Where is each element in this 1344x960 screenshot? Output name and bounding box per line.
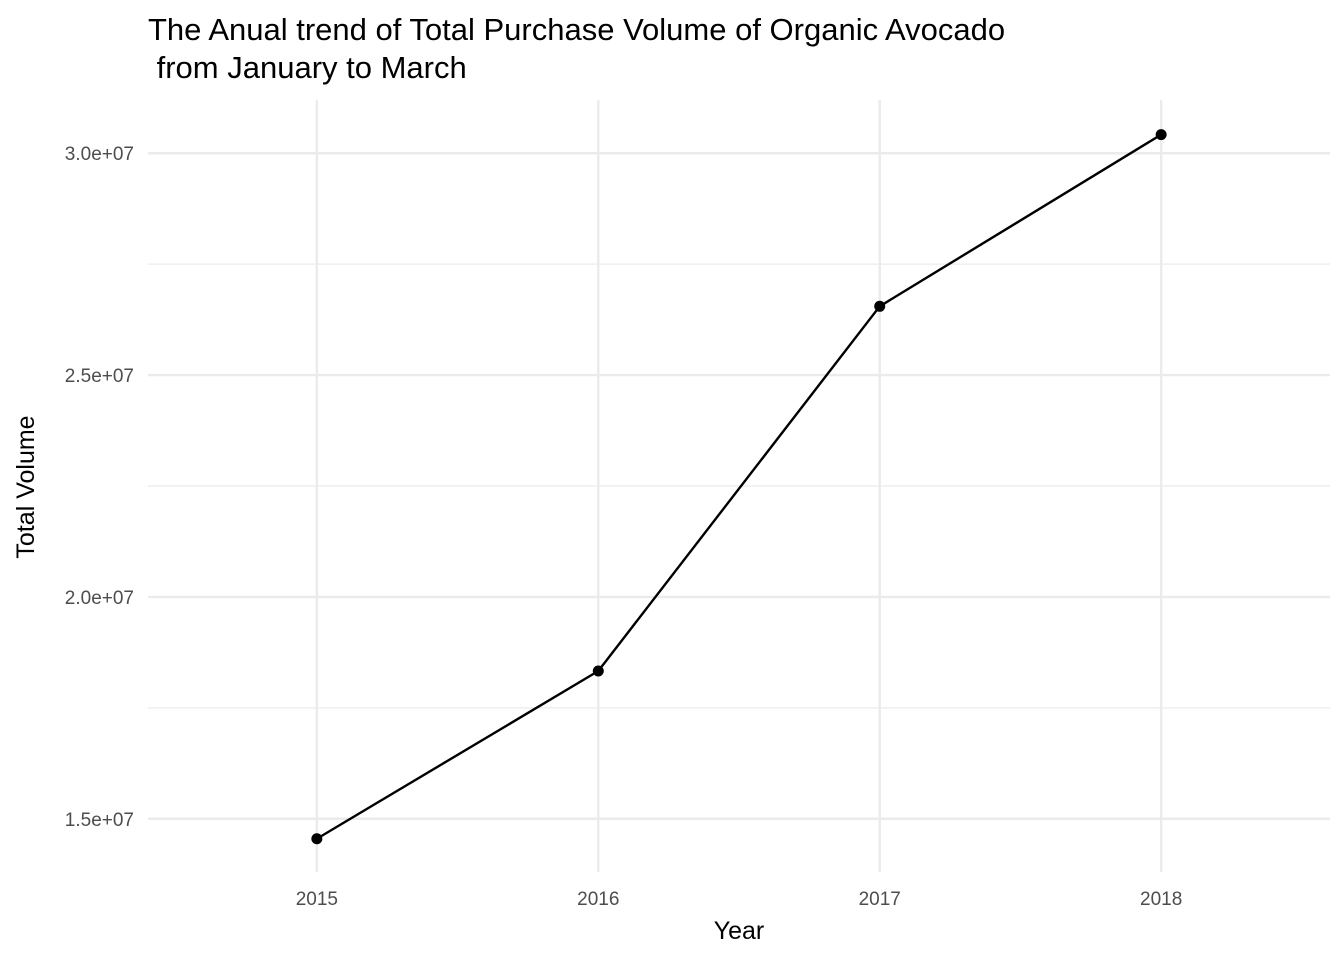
- y-tick-label: 1.5e+07: [65, 810, 134, 831]
- grid-lines: [148, 100, 1330, 872]
- data-point: [874, 300, 886, 312]
- data-point: [311, 833, 323, 845]
- x-tick-label: 2017: [859, 889, 901, 910]
- x-tick-label: 2018: [1140, 889, 1182, 910]
- y-tick-label: 2.5e+07: [65, 366, 134, 387]
- series-line: [316, 133, 1162, 840]
- x-tick-label: 2016: [577, 889, 619, 910]
- data-point: [592, 665, 604, 677]
- chart-title-line-2: from January to March: [148, 50, 467, 85]
- y-axis-title: Total Volume: [12, 415, 40, 558]
- x-axis-title: Year: [714, 917, 765, 945]
- x-tick-label: 2015: [296, 889, 338, 910]
- chart-title-line-1: The Anual trend of Total Purchase Volume…: [148, 12, 1005, 47]
- data-point: [1155, 129, 1167, 141]
- y-axis-tick-labels: 1.5e+07 2.0e+07 2.5e+07 3.0e+07: [65, 144, 134, 831]
- y-tick-label: 2.0e+07: [65, 588, 134, 609]
- x-axis-tick-labels: 2015 2016 2017 2018: [296, 889, 1183, 910]
- y-tick-label: 3.0e+07: [65, 144, 134, 165]
- series-group: [311, 129, 1167, 845]
